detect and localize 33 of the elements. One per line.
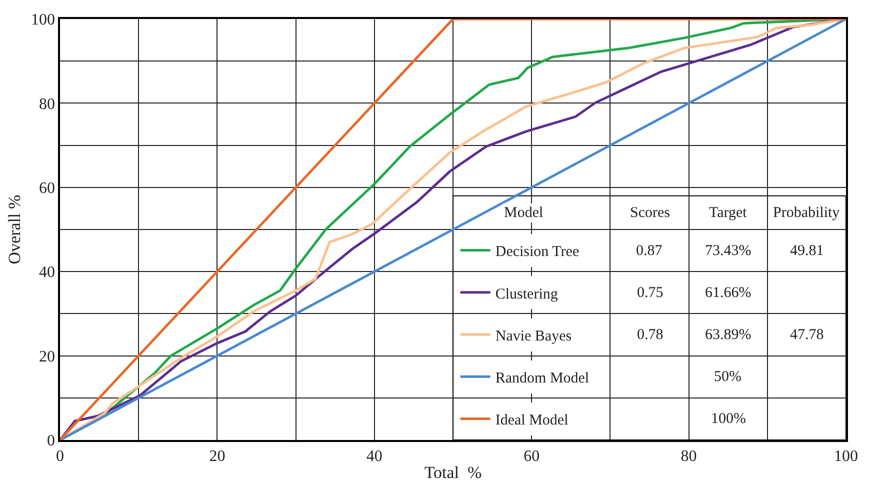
line-series [60, 19, 846, 440]
annotation: 0.75 [637, 285, 664, 301]
annotation: 50% [714, 369, 742, 385]
x-tick-label: 100 [834, 448, 858, 465]
y-axis-title: Overall % [5, 194, 24, 264]
annotation: 0.78 [637, 327, 664, 343]
x-tick-label: 40 [366, 448, 382, 465]
x-axis-title: Total % [424, 462, 482, 482]
legend-label: Ideal Model [495, 412, 568, 429]
legend-label: Random Model [495, 370, 590, 386]
legend-label: Navie Bayes [495, 328, 572, 344]
annotation: 47.78 [790, 327, 824, 343]
x-tick-label: 80 [680, 448, 697, 465]
annotation: Model [504, 205, 544, 221]
annotation: 100% [711, 411, 746, 427]
annotation: 61.66% [705, 285, 752, 301]
annotation: Scores [630, 205, 670, 221]
annotation: 73.43% [705, 243, 752, 259]
annotation: 63.89% [705, 327, 752, 343]
y-tick-label: 80 [39, 96, 56, 113]
annotation: Probability [773, 205, 840, 221]
y-tick-label: 0 [47, 432, 56, 450]
legend-label: Decision Tree [495, 244, 580, 260]
legend-label: Clustering [495, 286, 558, 302]
y-tick-label: 40 [39, 264, 56, 282]
y-tick-label: 60 [39, 180, 56, 197]
x-tick-label: 60 [524, 448, 540, 465]
annotation: 49.81 [790, 243, 824, 259]
y-tick-label: 20 [39, 348, 56, 366]
annotation: 0.87 [636, 243, 663, 259]
x-tick-label: 20 [209, 448, 226, 465]
y-tick-label: 100 [31, 12, 56, 29]
annotation: Target [709, 205, 748, 221]
